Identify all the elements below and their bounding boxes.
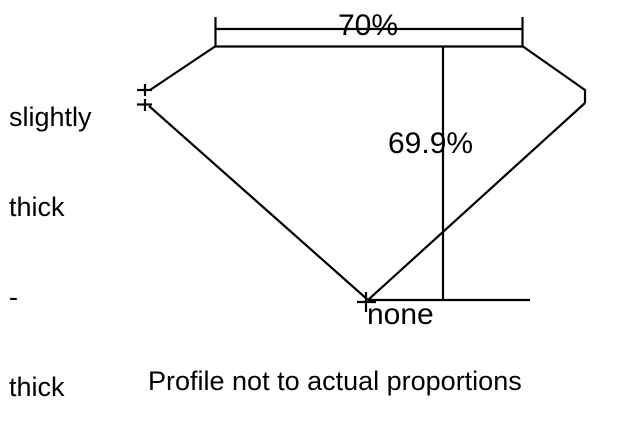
- crown-right-facet: [522, 45, 586, 91]
- footnote-label: Profile not to actual proportions: [148, 366, 522, 396]
- crown-left-facet: [149, 45, 216, 91]
- table-percentage-label: 70%: [338, 9, 399, 42]
- girdle-thickness-label: slightly thick - thick (polished): [9, 42, 128, 430]
- girdle-label-line-3: -: [9, 282, 18, 312]
- girdle-label-line-2: thick: [9, 192, 65, 222]
- pavilion-left-facet: [148, 105, 369, 301]
- pavilion-right-facet: [367, 102, 586, 301]
- culet-label: none: [367, 298, 434, 331]
- girdle-label-line-4: thick: [9, 372, 65, 402]
- depth-percentage-label: 69.9%: [388, 127, 474, 160]
- girdle-label-line-1: slightly: [9, 102, 92, 132]
